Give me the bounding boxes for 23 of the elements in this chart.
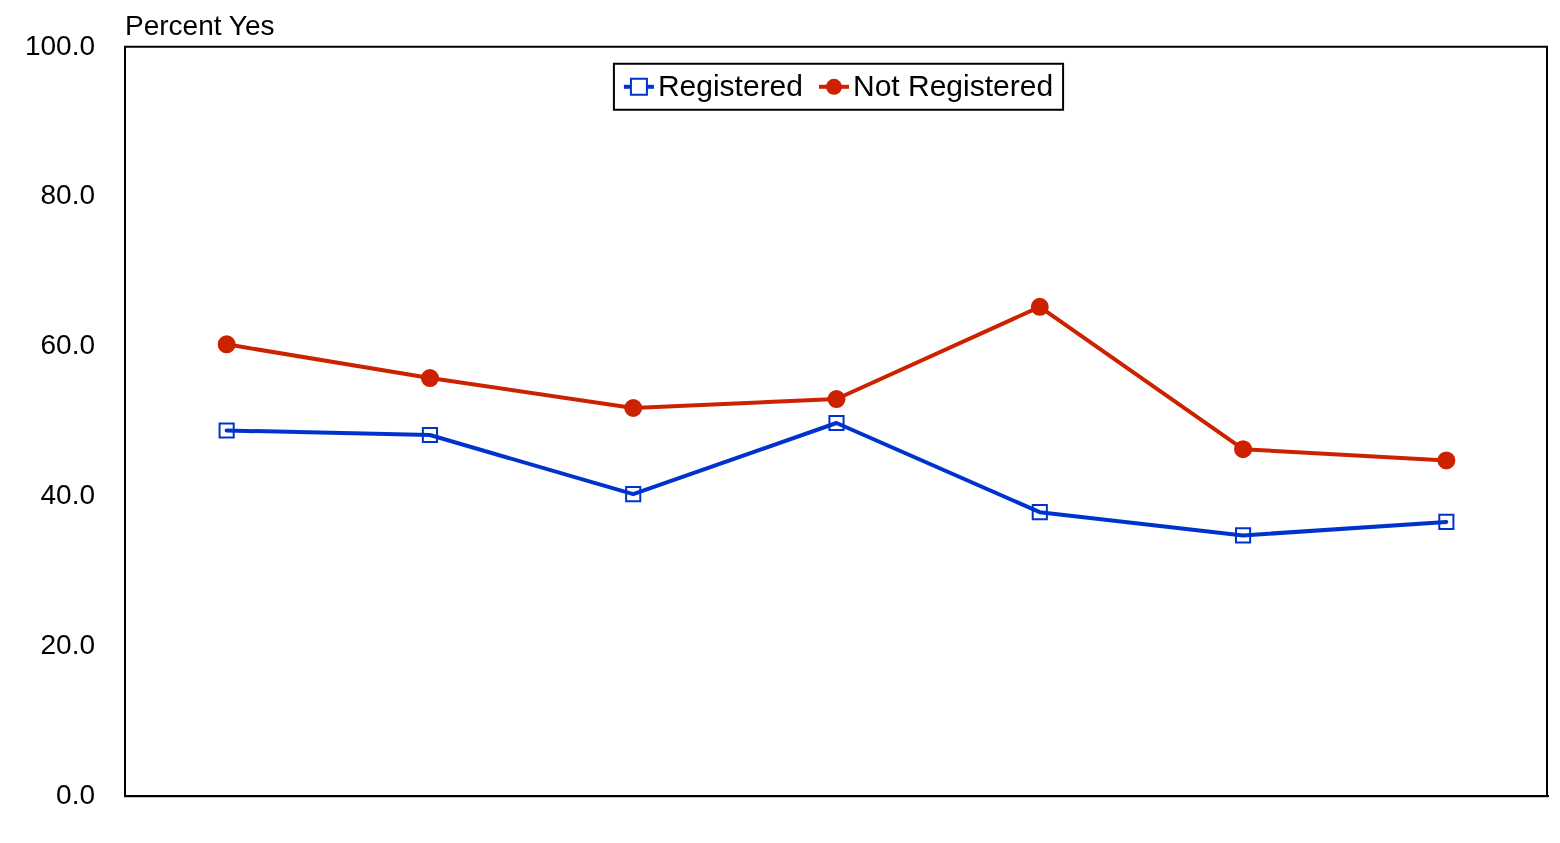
y-axis-title: Percent Yes — [125, 9, 275, 41]
point — [625, 486, 642, 503]
point — [624, 399, 643, 418]
y-tick-label: 80.0 — [40, 179, 95, 211]
y-tick-label: 0.0 — [56, 778, 95, 810]
y-tick-label: 40.0 — [40, 479, 95, 511]
point — [1438, 513, 1455, 530]
point — [217, 335, 236, 354]
point — [827, 390, 846, 409]
legend-label: Registered — [657, 69, 803, 103]
legend-label: Not Registered — [852, 69, 1054, 103]
point — [420, 369, 439, 388]
y-tick-label: 60.0 — [40, 329, 95, 361]
y-tick-label: 100.0 — [24, 29, 95, 61]
point — [421, 426, 438, 444]
point — [1031, 504, 1048, 521]
y-tick-label: 20.0 — [40, 629, 95, 661]
point — [1235, 527, 1252, 544]
point — [1437, 451, 1456, 470]
point — [1234, 440, 1253, 459]
point — [218, 422, 235, 439]
point — [1030, 297, 1049, 316]
point — [828, 414, 845, 432]
